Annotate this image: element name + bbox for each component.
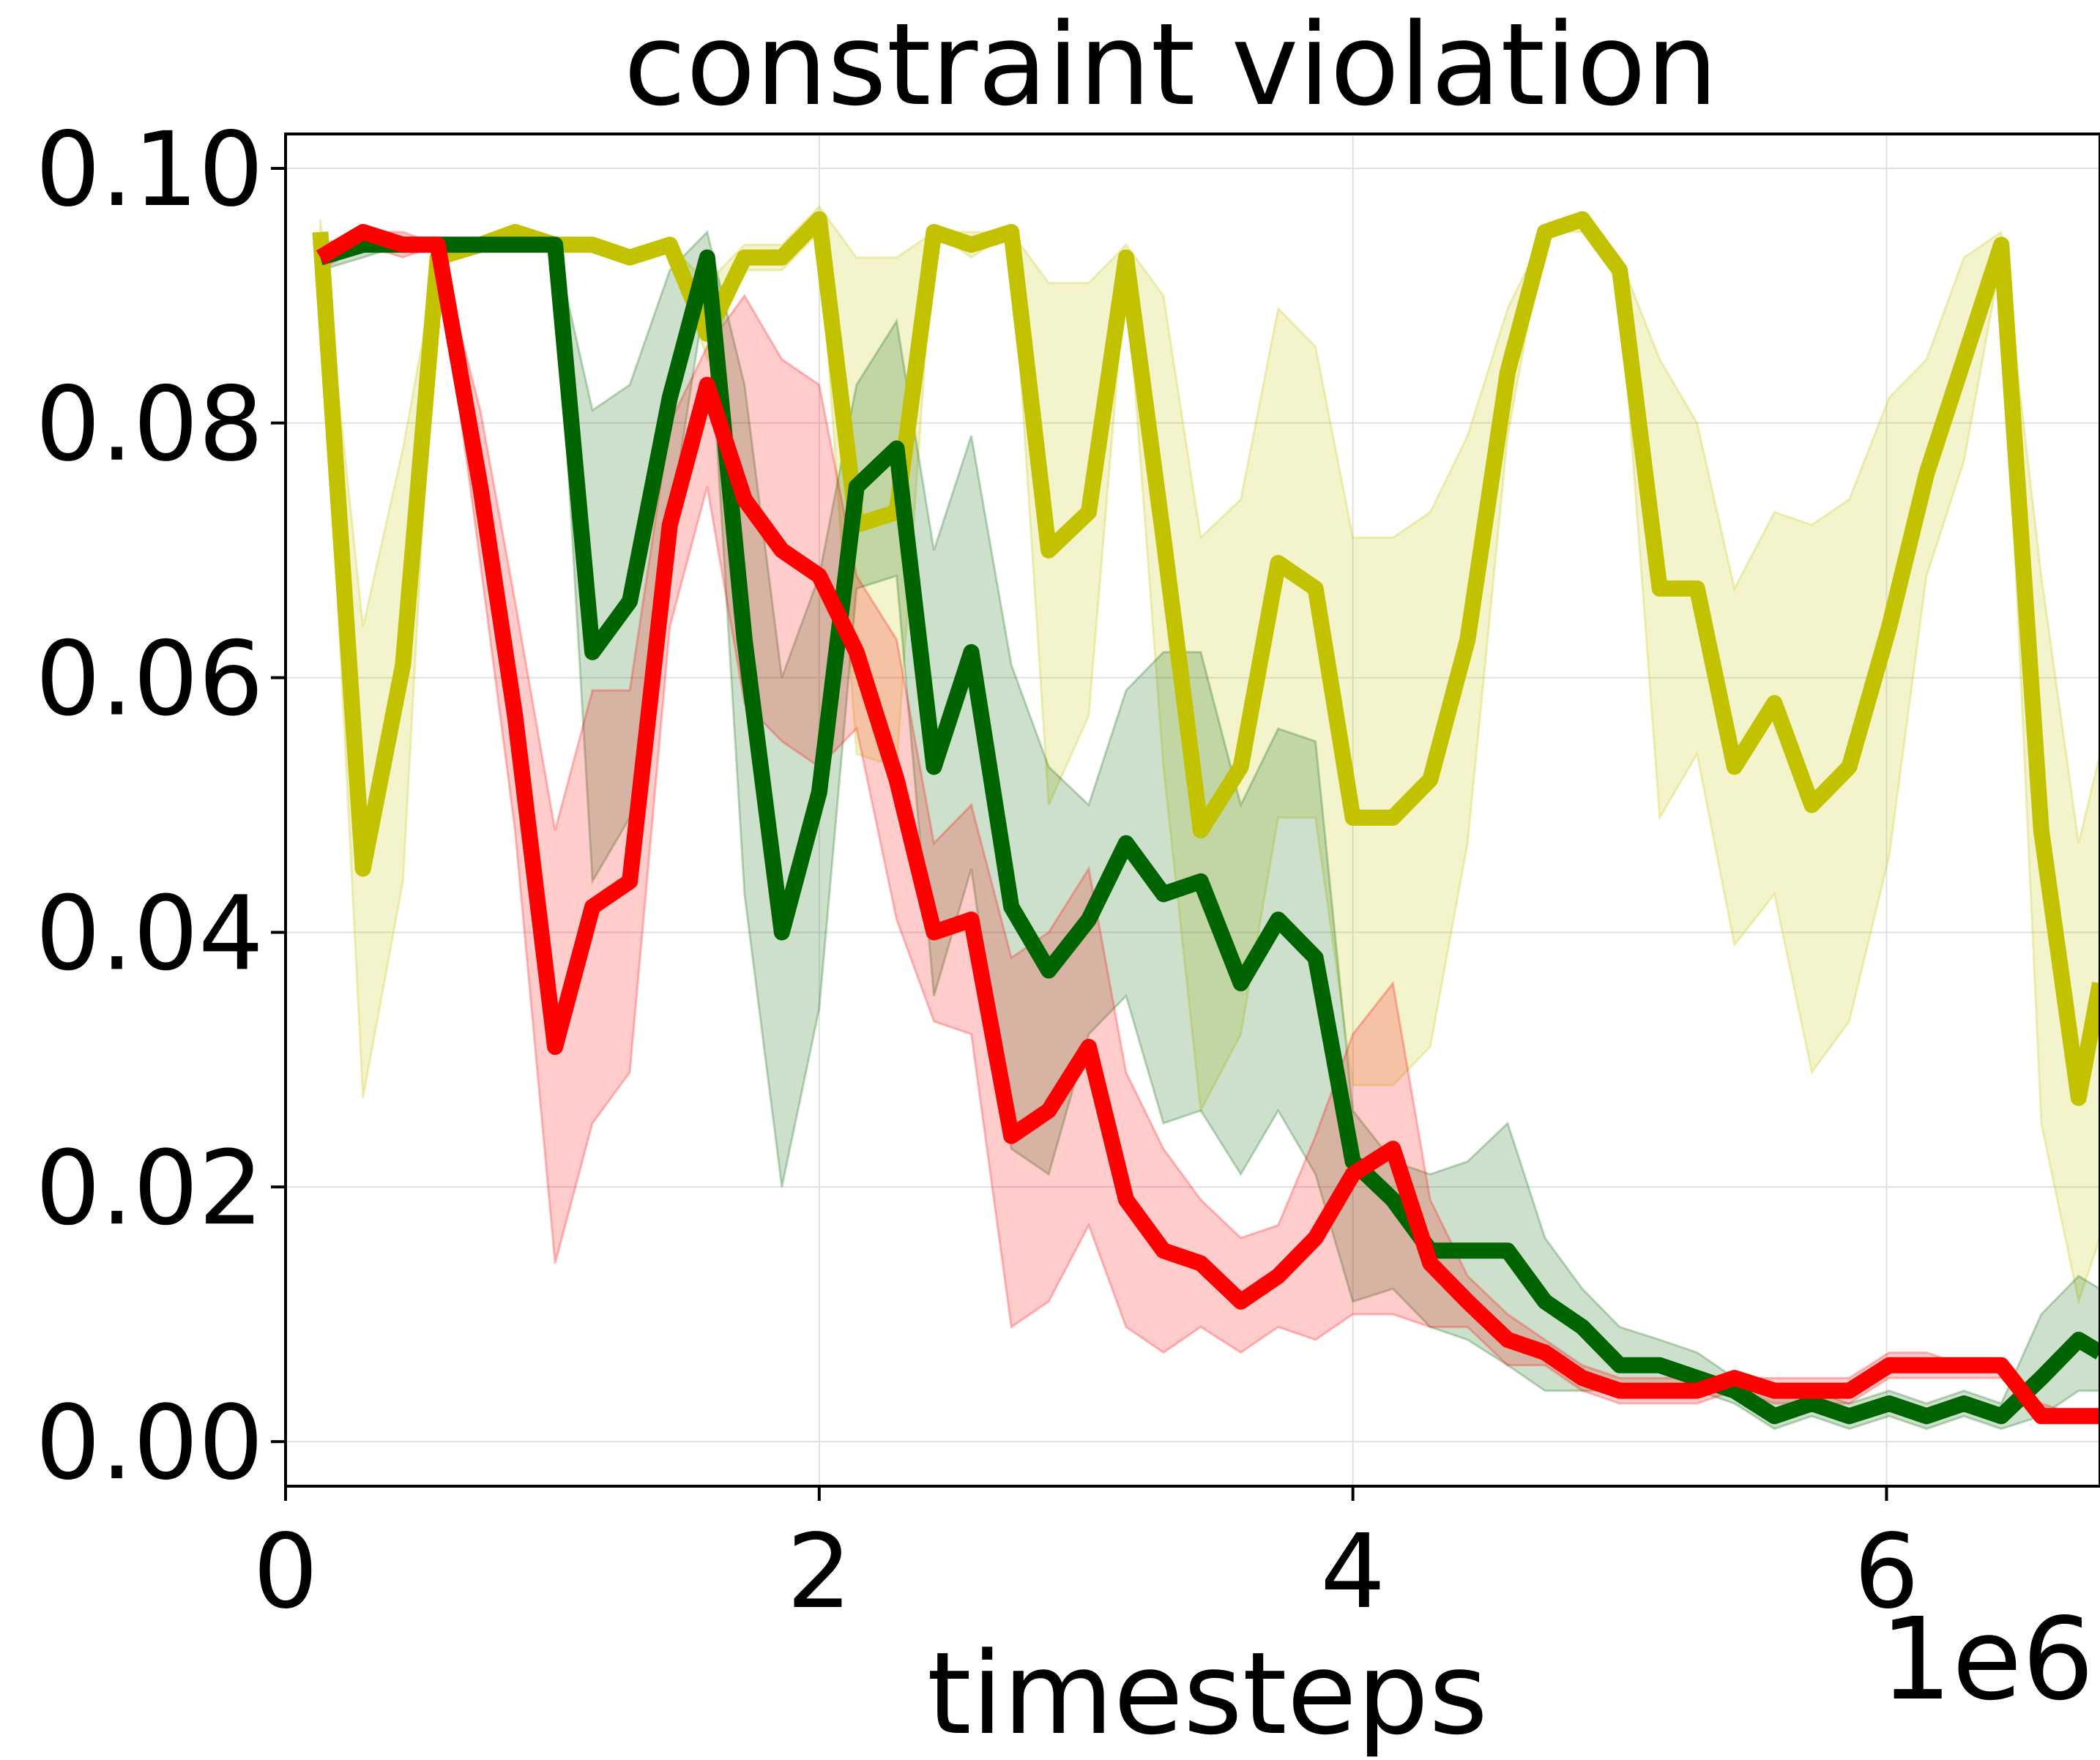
x-tick-label-3: 6 [1854, 1513, 1919, 1632]
plot-frame [284, 133, 2100, 1488]
axis-ticks: 0 2 4 6 0.00 0.02 0.04 0.06 0.08 0.10 [35, 111, 1919, 1632]
chart-title: constraint violation [624, 0, 1718, 131]
y-tick-label-0: 0.00 [35, 1384, 264, 1503]
x-axis-offset-label: 1e6 [1880, 1593, 2094, 1726]
series-line-1 [318, 236, 2100, 1425]
x-tick-label-0: 0 [253, 1513, 318, 1632]
x-axis-label: timesteps [927, 1627, 1488, 1760]
y-tick-label-5: 0.10 [35, 111, 264, 230]
x-tick-label-2: 4 [1320, 1513, 1385, 1632]
y-tick-label-1: 0.02 [35, 1129, 264, 1248]
series-lines [312, 211, 2100, 1425]
y-tick-label-4: 0.08 [35, 365, 264, 485]
x-tick-label-1: 2 [786, 1513, 852, 1632]
y-tick-label-3: 0.06 [35, 620, 264, 739]
y-tick-label-2: 0.04 [35, 874, 264, 993]
series-line-2 [316, 223, 2100, 1425]
series-line-0 [312, 211, 2100, 1106]
